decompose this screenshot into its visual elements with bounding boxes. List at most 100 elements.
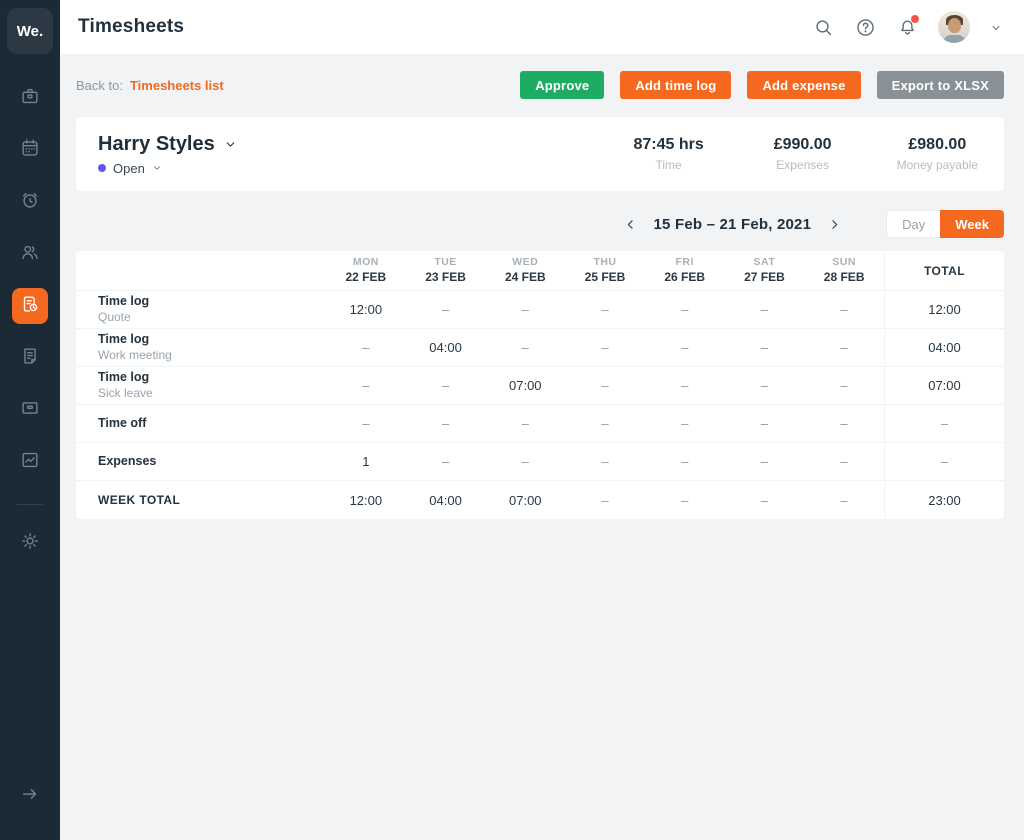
day-value-cell: – (760, 378, 769, 393)
sidebar-item-notes[interactable] (12, 340, 48, 376)
stat-time-label: Time (655, 158, 682, 172)
date-nav: 15 Feb – 21 Feb, 2021 (623, 216, 843, 233)
total-value-cell: 07:00 (884, 367, 1004, 404)
total-value-cell: 04:00 (884, 329, 1004, 366)
sidebar-item-time[interactable] (12, 184, 48, 220)
day-view-button[interactable]: Day (886, 210, 941, 238)
day-value-cell: – (760, 340, 769, 355)
next-week-button[interactable] (826, 216, 842, 232)
stat-expenses-value: £990.00 (773, 136, 832, 153)
sidebar-item-calendar[interactable] (12, 132, 48, 168)
content: Back to: Timesheets list Approve Add tim… (60, 55, 1024, 840)
sidebar-item-archive[interactable] (12, 392, 48, 428)
day-value-cell: – (681, 454, 689, 469)
total-value-cell: 12:00 (884, 291, 1004, 328)
day-value-cell: – (840, 302, 848, 317)
table-header-day: THU 25 FEB (584, 255, 626, 285)
alarm-clock-icon (19, 189, 41, 216)
app-logo[interactable]: We. (7, 8, 53, 54)
arrow-right-icon (19, 783, 41, 810)
sidebar-item-team[interactable] (12, 236, 48, 272)
row-label: Time off (98, 416, 147, 430)
notifications-bell-icon[interactable] (896, 15, 919, 38)
table-header-day: SAT 27 FEB (744, 255, 785, 285)
status-dropdown[interactable]: Open (98, 161, 237, 176)
sidebar-item-reports[interactable] (12, 444, 48, 480)
page-title: Timesheets (78, 16, 185, 37)
add-time-log-button[interactable]: Add time log (620, 71, 732, 99)
table-header-row: MON 22 FEB TUE 23 FEB WED 24 FEB THU 25 FEB FRI 2… (76, 251, 1004, 291)
employee-name-dropdown[interactable]: Harry Styles (98, 133, 237, 156)
archive-icon (19, 397, 41, 424)
employee-info: Harry Styles Open (98, 133, 237, 176)
table-header-day: SUN 28 FEB (823, 255, 865, 285)
day-value-cell: 07:00 (509, 492, 542, 508)
help-icon[interactable] (854, 16, 876, 38)
day-value-cell: – (840, 492, 848, 508)
day-value-cell: – (840, 416, 848, 431)
day-value-cell: – (521, 454, 529, 469)
day-value-cell: – (521, 416, 529, 431)
day-value-cell: – (521, 340, 529, 355)
sidebar: We. (0, 0, 60, 840)
sidebar-expand-button[interactable] (12, 778, 48, 814)
table-header-day: TUE 23 FEB (425, 255, 466, 285)
breadcrumb-back-label: Back to: (76, 77, 123, 93)
day-value-cell: – (681, 378, 689, 393)
row-label: Time log Sick leave (98, 370, 153, 401)
previous-week-button[interactable] (623, 216, 639, 232)
table-row: Time off – – – – – – – – (76, 405, 1004, 443)
add-expense-button[interactable]: Add expense (747, 71, 861, 99)
day-value-cell: – (521, 302, 529, 317)
day-value-cell: 04:00 (429, 340, 462, 355)
timesheet-icon (19, 293, 41, 320)
profile-chevron-down-icon[interactable] (990, 21, 1002, 33)
table-body: Time log Quote 12:00– – – – – –12:00 Time log Wor… (76, 291, 1004, 519)
avatar-face (948, 18, 961, 33)
day-value-cell: 12:00 (349, 492, 383, 508)
search-icon[interactable] (812, 16, 834, 38)
day-value-cell: – (441, 454, 450, 469)
row-label: WEEK TOTAL (98, 492, 181, 507)
table-header-day: MON 22 FEB (345, 255, 387, 285)
timesheet-table: MON 22 FEB TUE 23 FEB WED 24 FEB THU 25 FEB FRI 2… (76, 251, 1004, 519)
day-value-cell: – (760, 454, 769, 469)
table-row: Expenses 1 – – – – – – – (76, 443, 1004, 481)
breadcrumb-timesheets-list-link[interactable]: Timesheets list (129, 77, 224, 93)
export-xlsx-button[interactable]: Export to XLSX (876, 71, 1004, 99)
breadcrumb: Back to: Timesheets list (76, 78, 224, 93)
sidebar-item-settings[interactable] (12, 525, 48, 561)
day-value-cell: 12:00 (349, 302, 383, 317)
day-value-cell: – (760, 492, 769, 508)
chevron-down-icon (153, 166, 160, 170)
date-range-label: 15 Feb – 21 Feb, 2021 (653, 215, 812, 233)
chevron-left-icon (627, 219, 633, 229)
day-value-cell: – (681, 416, 689, 431)
week-view-button[interactable]: Week (940, 210, 1004, 238)
day-value-cell: – (362, 416, 370, 431)
chevron-right-icon (831, 219, 837, 229)
status-label: Open (113, 160, 145, 176)
avatar-torso (943, 35, 966, 43)
gear-icon (19, 530, 41, 557)
view-toggle: Day Week (886, 210, 1004, 238)
day-value-cell: – (760, 416, 769, 431)
table-header-day: WED 24 FEB (504, 255, 546, 285)
day-value-cell: 1 (362, 454, 370, 469)
notification-dot (911, 15, 919, 23)
user-avatar[interactable] (938, 11, 970, 43)
approve-button[interactable]: Approve (520, 71, 605, 99)
total-value-cell: 23:00 (884, 481, 1004, 519)
week-total-row: WEEK TOTAL 12:00 04:00 07:00 – – – – 23:00 (76, 481, 1004, 519)
stat-money-payable-value: £980.00 (908, 136, 967, 153)
table-row: Time log Work meeting – 04:00 – – – – – 04:00 (76, 329, 1004, 367)
notes-icon (19, 345, 41, 372)
sidebar-item-timesheets[interactable] (12, 288, 48, 324)
stat-money-payable-label: Money payable (896, 158, 978, 172)
calendar-icon (19, 137, 41, 164)
sidebar-item-briefcase[interactable] (12, 80, 48, 116)
employee-name: Harry Styles (98, 132, 215, 155)
row-label: Expenses (98, 454, 157, 468)
briefcase-icon (19, 85, 41, 112)
day-value-cell: – (681, 340, 689, 355)
